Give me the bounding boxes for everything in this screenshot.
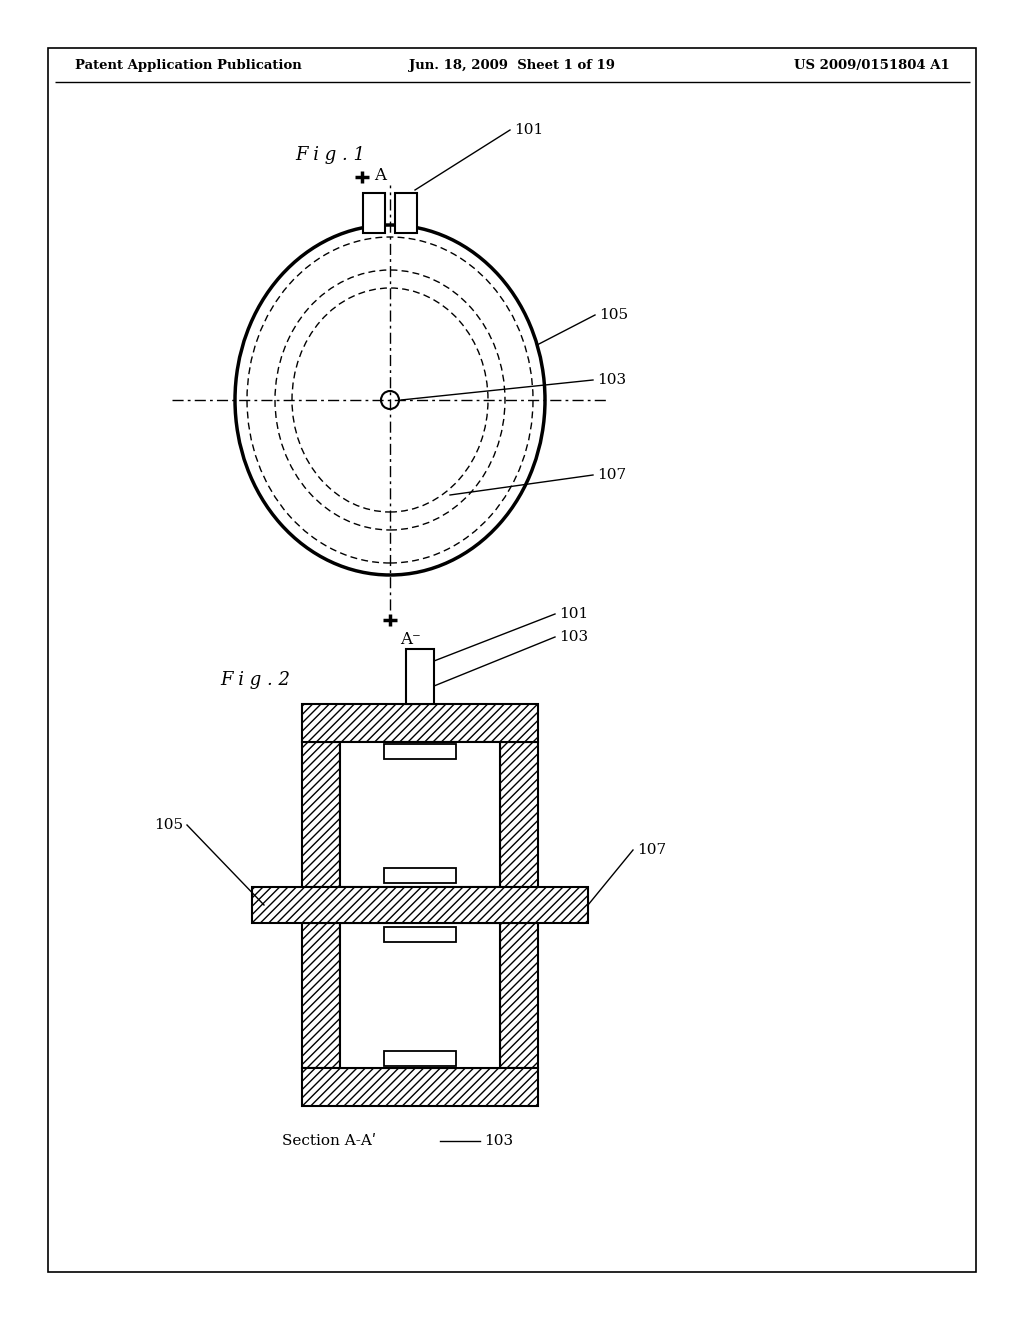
Text: 103: 103 (597, 374, 626, 387)
Bar (302, 704, 538, 742)
Text: 103: 103 (484, 1134, 513, 1148)
Text: 107: 107 (637, 843, 667, 857)
Bar (252, 887, 588, 923)
Bar (384, 1051, 456, 1067)
Text: Patent Application Publication: Patent Application Publication (75, 58, 302, 71)
Text: F i g . 2: F i g . 2 (220, 671, 290, 689)
Text: Section A-Aʹ: Section A-Aʹ (282, 1134, 376, 1148)
Text: 101: 101 (514, 123, 544, 137)
Text: A⁻: A⁻ (400, 631, 421, 648)
Text: 101: 101 (559, 607, 588, 620)
Bar (362, 193, 385, 234)
Bar (500, 923, 538, 1068)
Bar (302, 1068, 538, 1106)
Bar (340, 742, 500, 887)
Bar (500, 742, 538, 887)
Text: F i g . 1: F i g . 1 (295, 147, 365, 164)
Text: A: A (374, 166, 386, 183)
Bar (384, 869, 456, 883)
Text: 107: 107 (597, 469, 626, 482)
Text: Jun. 18, 2009  Sheet 1 of 19: Jun. 18, 2009 Sheet 1 of 19 (409, 58, 615, 71)
Bar (340, 923, 500, 1068)
Bar (302, 923, 340, 1068)
Bar (302, 742, 340, 887)
Bar (384, 744, 456, 759)
Text: US 2009/0151804 A1: US 2009/0151804 A1 (795, 58, 950, 71)
Bar (406, 649, 434, 704)
Text: 105: 105 (154, 818, 183, 832)
Bar (384, 927, 456, 942)
Bar (395, 193, 417, 234)
Text: 103: 103 (559, 630, 588, 644)
Text: 105: 105 (599, 308, 628, 322)
